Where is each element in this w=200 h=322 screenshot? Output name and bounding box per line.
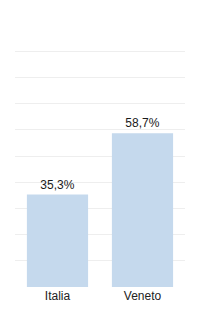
- svg-text:58,7%: 58,7%: [125, 116, 159, 130]
- svg-text:35,3%: 35,3%: [40, 178, 74, 192]
- svg-text:Veneto: Veneto: [124, 289, 162, 303]
- svg-text:Italia: Italia: [45, 289, 71, 303]
